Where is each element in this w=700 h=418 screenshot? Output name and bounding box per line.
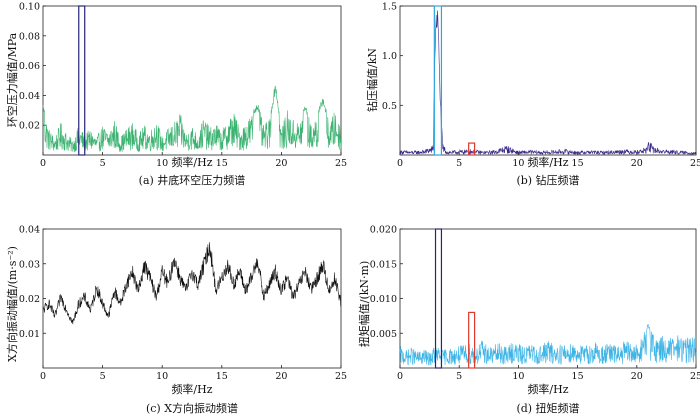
panel-d-series (399, 323, 697, 366)
panel-a-series (42, 85, 342, 153)
x-tick-label: 5 (456, 158, 462, 169)
panel-a-ylabel: 环空压力幅值/MPa (5, 32, 19, 127)
x-tick-label: 20 (631, 158, 643, 169)
x-tick-label: 25 (690, 158, 700, 169)
panel-c-series (42, 242, 342, 325)
x-tick-label: 25 (690, 371, 700, 382)
panel-b-xlabel: 频率/Hz (527, 155, 568, 169)
y-tick-label: 0.5 (382, 101, 397, 112)
y-tick-label: 0.01 (19, 329, 40, 340)
panel-b-series-line (399, 10, 697, 156)
highlight-box (433, 5, 443, 156)
highlight-box (468, 311, 476, 369)
x-tick-label: 5 (456, 371, 462, 382)
y-tick-label: 0.04 (19, 91, 40, 102)
x-tick-label: 15 (572, 371, 584, 382)
x-tick-label: 0 (397, 158, 403, 169)
x-tick-label: 5 (100, 158, 106, 169)
panel-b-axes: 0 5 10 15 20 25 0.5 1.0 1.5 (382, 2, 700, 170)
highlight-box (468, 142, 476, 156)
x-tick-label: 0 (40, 158, 46, 169)
panel-c-caption: (c) X方向振动频谱 (146, 401, 238, 415)
y-tick-label: 1.5 (382, 2, 397, 13)
panel-c: 0 5 10 15 20 25 0.01 0.02 0.03 0.04 频率/Hz X方向振动幅值… (5, 225, 347, 416)
x-tick-label: 10 (156, 158, 168, 169)
panel-b-ylabel: 钻压幅值/kN (365, 48, 379, 112)
panel-b-series (399, 10, 697, 156)
y-tick-label: 0.010 (370, 294, 397, 305)
panel-d-caption: (d) 扭矩频谱 (516, 401, 579, 415)
panel-b-annotations (433, 5, 476, 156)
x-tick-label: 0 (397, 371, 403, 382)
x-tick-label: 10 (512, 371, 524, 382)
highlight-box (78, 5, 86, 156)
x-tick-label: 5 (100, 371, 106, 382)
panel-a-xlabel: 频率/Hz (171, 155, 212, 169)
x-tick-label: 15 (216, 371, 228, 382)
panel-d: 0 5 10 15 20 25 0.005 0.010 0.015 0.020 频率/Hz 扭矩幅… (357, 225, 700, 416)
panel-b-caption: (b) 钻压频谱 (516, 173, 579, 187)
panel-d-annotations (434, 228, 476, 369)
panel-a-frame (42, 5, 342, 156)
y-tick-label: 0.04 (19, 225, 40, 236)
x-tick-label: 25 (335, 371, 347, 382)
panel-a-series-line (42, 85, 342, 153)
y-tick-label: 0.03 (19, 259, 40, 270)
y-tick-label: 0.015 (370, 259, 397, 270)
x-tick-label: 10 (156, 371, 168, 382)
highlight-box (434, 228, 443, 369)
x-tick-label: 20 (275, 371, 287, 382)
y-tick-label: 1.0 (382, 51, 397, 62)
panel-b: 0 5 10 15 20 25 0.5 1.0 1.5 频率/Hz 钻压幅值/kN (b) 钻压… (365, 2, 700, 188)
y-tick-label: 0.06 (19, 61, 40, 72)
y-tick-label: 0.02 (19, 294, 40, 305)
x-tick-label: 25 (335, 158, 347, 169)
x-tick-label: 15 (572, 158, 584, 169)
panel-c-xlabel: 频率/Hz (171, 382, 212, 396)
panel-c-ylabel: X方向振动幅值/(m·s⁻²) (5, 246, 19, 362)
panel-c-frame (42, 228, 342, 369)
panel-d-ylabel: 扭矩幅值/(kN·m) (357, 261, 371, 348)
panel-a-caption: (a) 井底环空压力频谱 (139, 173, 246, 187)
panel-d-series-line (399, 323, 697, 366)
panel-c-series-line (42, 242, 342, 325)
panel-d-axes: 0 5 10 15 20 25 0.005 0.010 0.015 0.020 (370, 225, 700, 383)
panel-b-frame (399, 5, 697, 156)
panel-c-axes: 0 5 10 15 20 25 0.01 0.02 0.03 0.04 (19, 225, 347, 383)
panel-a: 0 5 10 15 20 25 0.02 0.04 0.06 0.08 0.10 频率/Hz 环空压… (5, 2, 347, 188)
y-tick-label: 0.10 (19, 2, 40, 13)
y-tick-label: 0.005 (370, 329, 397, 340)
y-tick-label: 0.08 (19, 31, 40, 42)
x-tick-label: 0 (40, 371, 46, 382)
x-tick-label: 10 (512, 158, 524, 169)
y-tick-label: 0.020 (370, 225, 397, 236)
x-tick-label: 20 (631, 371, 643, 382)
y-tick-label: 0.02 (19, 121, 40, 132)
panel-d-xlabel: 频率/Hz (527, 382, 568, 396)
x-tick-label: 15 (216, 158, 228, 169)
panel-a-annotations (78, 5, 86, 156)
panel-a-axes: 0 5 10 15 20 25 0.02 0.04 0.06 0.08 0.10 (19, 2, 347, 170)
x-tick-label: 20 (275, 158, 287, 169)
